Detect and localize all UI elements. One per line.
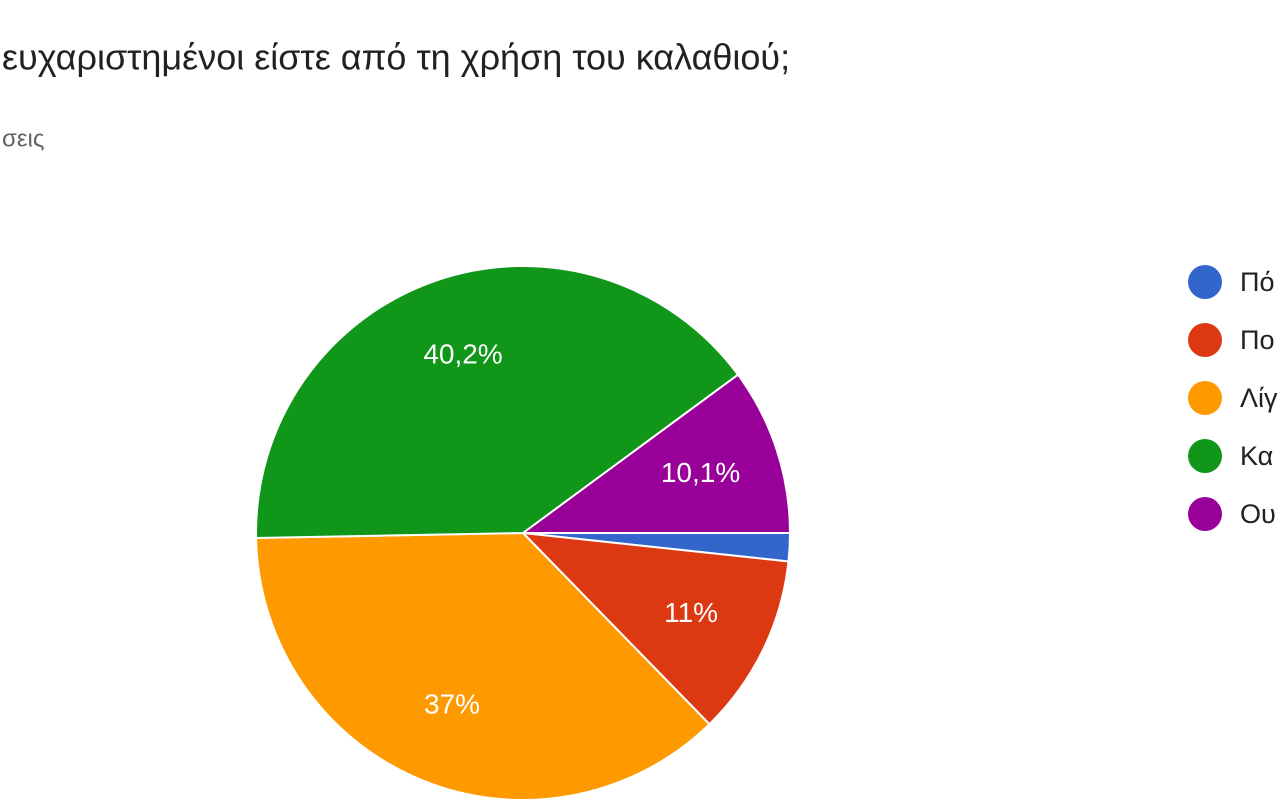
legend-swatch <box>1188 323 1222 357</box>
legend-swatch <box>1188 265 1222 299</box>
pie-slice <box>520 531 790 726</box>
legend-label: Λίγ <box>1240 383 1278 413</box>
legend-swatch <box>1188 497 1222 531</box>
legend-label: Κα <box>1240 441 1273 471</box>
slice-label: 37% <box>424 688 480 719</box>
legend-swatch <box>1188 381 1222 415</box>
pie-slice <box>519 373 792 534</box>
slice-label: 10,1% <box>661 457 740 488</box>
pie-slice <box>255 265 740 540</box>
chart-subtitle: σεις <box>2 125 44 152</box>
chart-title: ευχαριστημένοι είστε από τη χρήση του κα… <box>2 37 790 78</box>
pie-slice <box>255 531 711 800</box>
legend-label: Πο <box>1240 325 1275 355</box>
legend-label: Ου <box>1240 499 1276 529</box>
slice-label: 40,2% <box>423 338 502 369</box>
legend-swatch <box>1188 439 1222 473</box>
slice-label: 11% <box>664 597 718 628</box>
legend-label: Πό <box>1240 267 1275 297</box>
